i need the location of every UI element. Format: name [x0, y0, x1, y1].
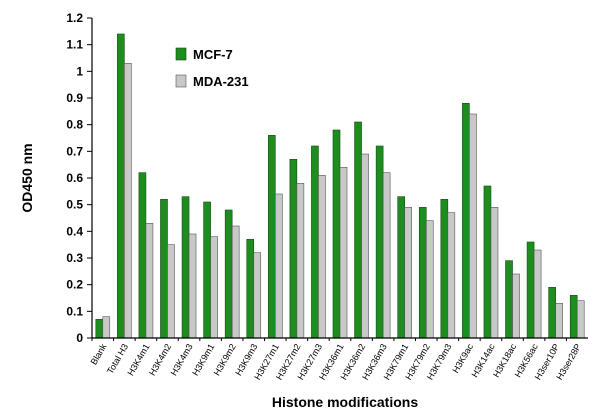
bar-mda-231: [318, 175, 326, 339]
bar-mda-231: [102, 316, 111, 339]
bar-mda-231: [533, 249, 542, 339]
y-tick-label: 1.1: [66, 38, 83, 52]
bar-mcf-7: [548, 287, 556, 339]
bar-series: [95, 33, 585, 339]
y-tick-label: 0.8: [66, 118, 83, 132]
bar-mda-231: [404, 207, 412, 339]
bar-mda-231: [231, 225, 240, 339]
y-tick-label: 1.2: [66, 11, 83, 25]
bar-mda-231: [490, 207, 499, 339]
legend-label-mda-231: MDA-231: [193, 74, 249, 89]
bar-mcf-7: [289, 159, 298, 339]
bar-mcf-7: [418, 207, 427, 339]
bar-mcf-7: [138, 172, 147, 339]
y-tick-label: 0.6: [66, 171, 83, 185]
legend: MCF-7 MDA-231: [175, 47, 249, 89]
y-tick-label: 0.5: [66, 198, 83, 212]
bar-mda-231: [361, 153, 369, 339]
legend-swatch-mda-231: [175, 74, 187, 88]
bar-mcf-7: [203, 201, 211, 339]
bar-mda-231: [124, 63, 132, 339]
bar-mda-231: [512, 273, 520, 339]
y-tick-label: 0.1: [66, 304, 83, 318]
bar-mda-231: [145, 223, 154, 339]
bar-mda-231: [339, 167, 348, 339]
bar-mda-231: [576, 300, 585, 339]
bar-mda-231: [425, 220, 434, 339]
bar-mcf-7: [526, 241, 535, 339]
bar-mcf-7: [483, 185, 492, 339]
y-tick-label: 0.2: [66, 278, 83, 292]
legend-swatch-mcf-7: [175, 47, 187, 61]
bar-mda-231: [210, 236, 218, 339]
bar-mcf-7: [224, 209, 233, 339]
bar-mcf-7: [462, 103, 470, 339]
y-axis-ticks: 0 0.1 0.2 0.3 0.4 0.5 0.6 0.7 0.8 0.9 1 1.1 1.2: [66, 11, 92, 345]
x-tick-label: Blank: [89, 342, 109, 367]
bar-mcf-7: [332, 129, 341, 339]
bar-mcf-7: [246, 239, 255, 339]
bar-mda-231: [555, 303, 563, 339]
bar-mda-231: [275, 193, 283, 339]
bar-mcf-7: [397, 196, 405, 339]
bar-mcf-7: [505, 260, 513, 339]
bar-mda-231: [469, 113, 477, 339]
bar-mda-231: [296, 183, 305, 339]
bar-mcf-7: [311, 145, 319, 339]
bar-mda-231: [447, 212, 456, 339]
bar-mcf-7: [569, 295, 578, 339]
axes: [91, 18, 588, 339]
bar-mda-231: [188, 233, 197, 339]
y-tick-label: 0.3: [66, 251, 83, 265]
y-tick-label: 0.9: [66, 91, 83, 105]
y-tick-label: 0.7: [66, 144, 83, 158]
bar-mcf-7: [181, 196, 190, 339]
bar-mcf-7: [440, 199, 449, 339]
bar-mcf-7: [375, 145, 384, 339]
x-axis-title: Histone modifications: [272, 394, 418, 410]
bar-mda-231: [167, 244, 175, 339]
y-tick-label: 1: [76, 64, 83, 78]
bar-mcf-7: [117, 33, 125, 339]
y-tick-label: 0: [76, 331, 83, 345]
bar-mcf-7: [354, 121, 362, 339]
y-tick-label: 0.4: [66, 224, 83, 238]
bar-mcf-7: [268, 135, 276, 339]
legend-label-mcf-7: MCF-7: [193, 47, 233, 62]
bar-mda-231: [253, 252, 262, 339]
bar-mda-231: [382, 172, 391, 339]
bar-mcf-7: [160, 199, 168, 339]
y-axis-title: OD450 nm: [19, 143, 35, 212]
bar-mcf-7: [95, 319, 104, 339]
